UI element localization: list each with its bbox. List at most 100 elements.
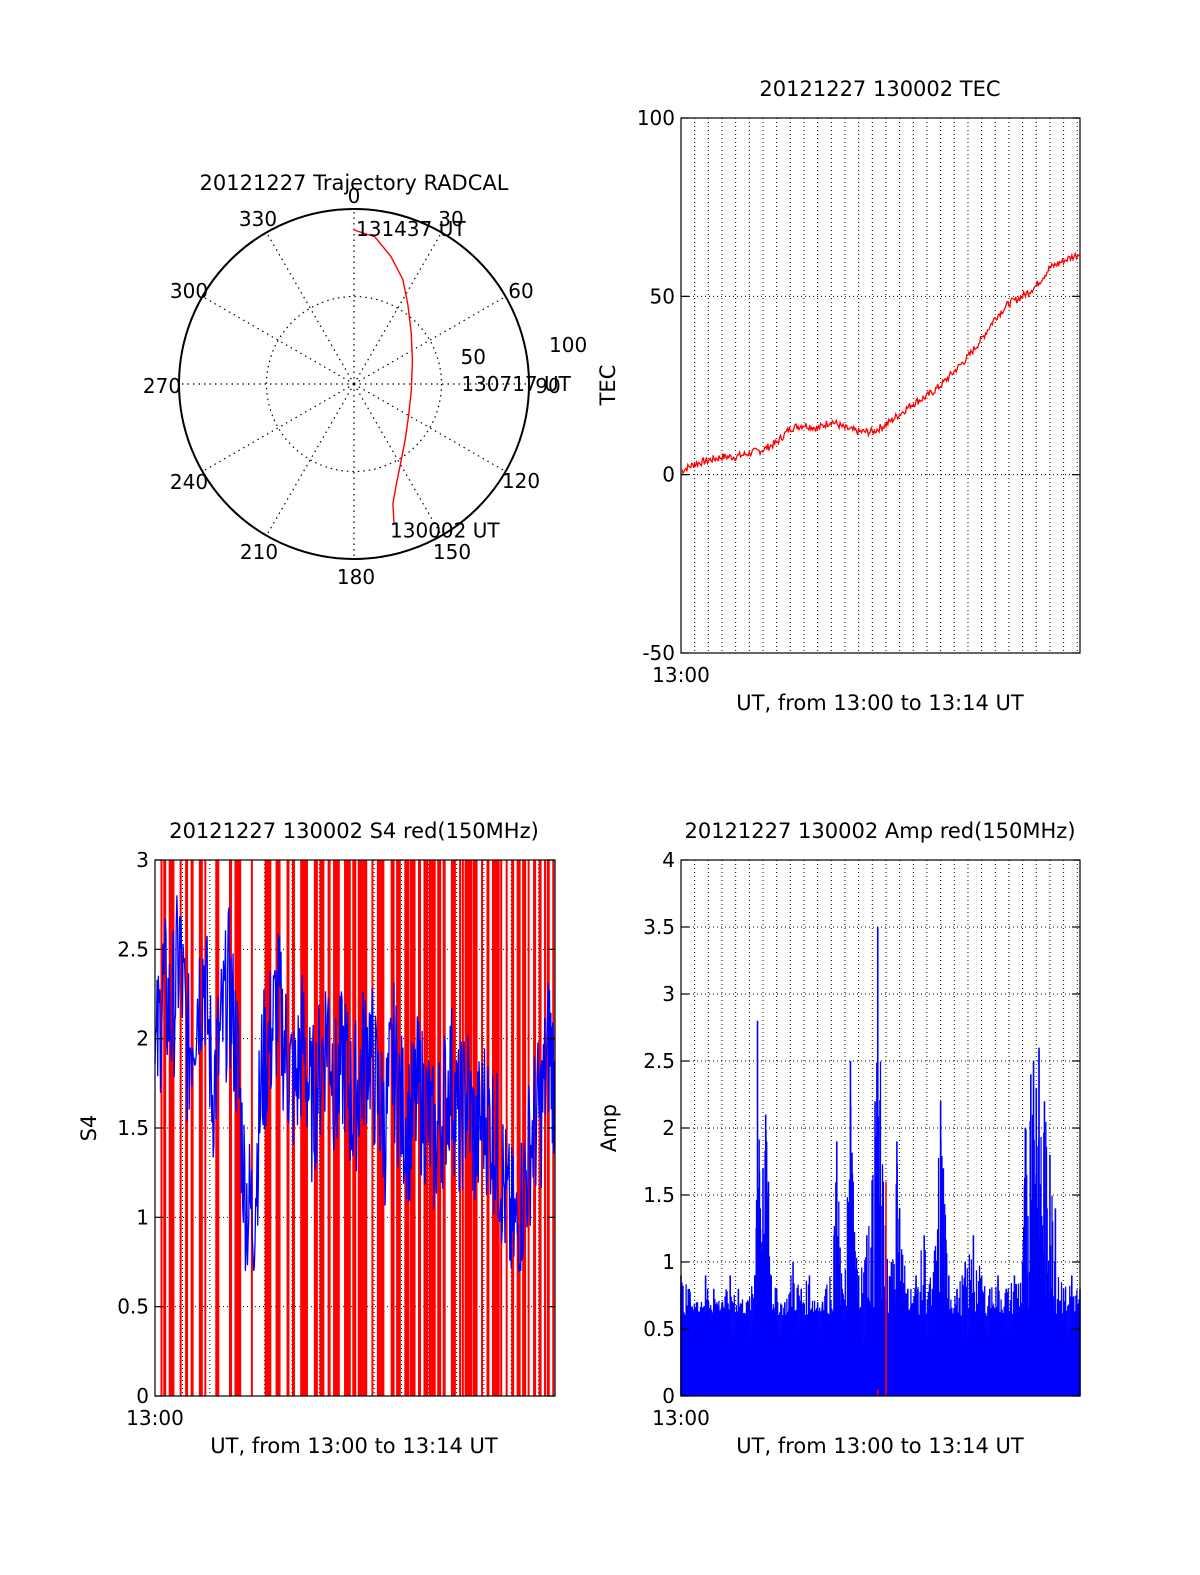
azimuth-label-30: 30 [438,207,463,231]
s4-y-axis-label: S4 [77,1115,101,1142]
y-tick-label: 4 [662,848,675,872]
s4-red-spike [360,860,364,1396]
tec-series-line [680,251,1081,475]
y-tick-label: 2 [662,1116,675,1140]
amp-blue-spikes [680,927,1081,1396]
tec-title: 20121227 130002 TEC [759,77,1000,101]
azimuth-label-270: 270 [143,374,181,398]
polar-spoke [353,295,506,385]
polar-outer-circle [178,208,530,560]
trajectory-time-label: 131437 UT [356,217,466,241]
polar-spoke [265,383,355,536]
s4-red-spike [234,860,239,1396]
y-tick-label: 0 [662,1384,675,1408]
s4-red-spike [198,860,203,1396]
s4-red-spike [264,860,270,1396]
y-tick-label: 3 [136,848,149,872]
y-tick-label: 2.5 [643,1049,675,1073]
azimuth-label-0: 0 [348,184,361,208]
azimuth-label-90: 90 [535,374,560,398]
s4-red-spike [538,860,542,1396]
s4-red-spike [163,860,167,1396]
y-tick-label: 1.5 [117,1116,149,1140]
s4-red-spike [516,860,521,1396]
s4-red-spike [505,860,508,1396]
s4-red-spike [344,860,348,1396]
s4-chart: 20121227 130002 S4 red(150MHz) 0 0.5 1 1.5 2… [77,819,556,1458]
s4-title: 20121227 130002 S4 red(150MHz) [169,819,539,843]
polar-ring-50 [265,295,443,473]
y-tick-label: 1 [662,1250,675,1274]
azimuth-label-60: 60 [508,279,533,303]
azimuth-label-150: 150 [433,540,471,564]
s4-red-spike [286,860,290,1396]
s4-y-ticks: 0 0.5 1 1.5 2 2.5 3 [117,848,555,1408]
azimuth-label-330: 330 [239,207,277,231]
tec-grid [681,117,1080,654]
y-tick-label: 1 [136,1205,149,1229]
azimuth-label-240: 240 [170,470,208,494]
s4-red-spike [179,860,182,1396]
tec-y-axis-label: TEC [596,365,620,407]
tec-x-axis-label: UT, from 13:00 to 13:14 UT [736,691,1024,715]
polar-spoke [353,383,506,473]
s4-red-spike [319,860,325,1396]
azimuth-label-300: 300 [170,279,208,303]
amp-y-ticks: 0 0.5 1 1.5 2 2.5 3 3.5 4 [643,848,1080,1408]
s4-red-spike [185,860,189,1396]
amp-grid [681,859,1080,1397]
amp-y-axis-label: Amp [597,1104,621,1152]
s4-red-spike [398,860,401,1396]
s4-red-spike [171,860,175,1396]
trajectory-time-label: 130002 UT [390,519,500,543]
trajectory-polar-chart: 20121227 Trajectory RADCAL 0 30 60 90 120 150… [143,171,587,589]
tec-plot-frame [680,117,1081,654]
s4-red-spike [250,860,253,1396]
y-tick-label: 50 [650,284,675,308]
s4-red-spike [237,860,242,1396]
s4-red-spike [215,860,220,1396]
s4-red-spike [376,860,380,1396]
s4-red-spike [500,860,503,1396]
y-tick-label: 3.5 [643,915,675,939]
s4-red-spike [442,860,446,1396]
y-tick-label: 0 [662,463,675,487]
s4-red-spike [302,860,308,1396]
s4-red-spike [522,860,527,1396]
s4-red-spike [437,860,442,1396]
s4-x-tick-label: 13:00 [126,1406,184,1430]
s4-x-axis-label: UT, from 13:00 to 13:14 UT [210,1434,498,1458]
s4-red-spike [267,860,272,1396]
y-tick-label: 100 [637,106,675,130]
amp-chart: 20121227 130002 Amp red(150MHz) 0 0.5 1 1.5… [597,819,1081,1458]
tec-chart: 20121227 130002 TEC -50 0 50 100 13:00 UT, … [596,77,1081,715]
amp-x-axis-label: UT, from 13:00 to 13:14 UT [736,1434,1024,1458]
s4-red-spike [300,860,304,1396]
s4-red-spike [204,860,207,1396]
s4-red-spike [168,860,173,1396]
s4-red-spike [275,860,281,1396]
polar-azimuth-labels: 0 30 60 90 120 150 180 210 240 270 300 330 [143,184,561,589]
trajectory-annotations: 131437 UT 130717 UT 130002 UT [356,217,572,543]
s4-red-spike [511,860,515,1396]
s4-red-spike [327,860,331,1396]
s4-red-spike [412,860,416,1396]
amp-x-tick-label: 13:00 [652,1406,710,1430]
amp-title: 20121227 130002 Amp red(150MHz) [684,819,1075,843]
radial-label-100: 100 [549,333,587,357]
amp-red-spikes [876,1181,887,1396]
s4-red-spike [190,860,194,1396]
tec-x-tick-label: 13:00 [652,663,710,687]
azimuth-label-210: 210 [240,540,278,564]
y-tick-label: 0 [136,1384,149,1408]
s4-red-spike [418,860,422,1396]
polar-spoke [353,383,443,536]
y-tick-label: 2.5 [117,937,149,961]
s4-red-spike [544,860,547,1396]
polar-grid [179,209,529,559]
azimuth-label-120: 120 [502,469,540,493]
s4-blue-line [154,895,556,1272]
y-tick-label: 0.5 [643,1317,675,1341]
polar-spoke [202,383,355,473]
